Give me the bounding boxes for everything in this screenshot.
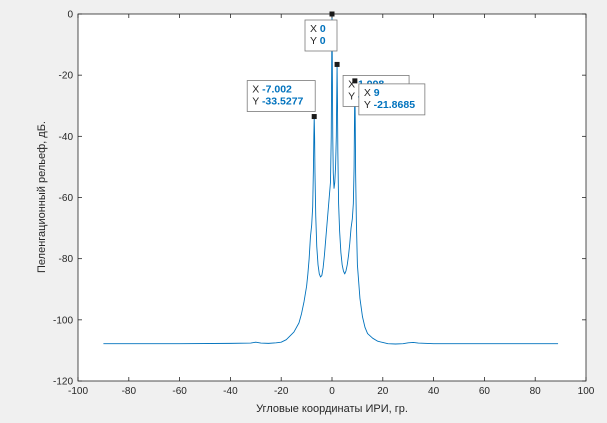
datatip-x: X 0 xyxy=(310,23,326,35)
datatip-value: -21.8685 xyxy=(374,99,416,111)
datatip-value: 9 xyxy=(374,87,380,99)
x-tick-label: 100 xyxy=(578,386,595,397)
datatip-value: -33.5277 xyxy=(262,96,304,108)
y-tick-label: -60 xyxy=(59,193,74,204)
y-tick-label: -120 xyxy=(53,377,73,388)
ticks-layer: -100 -80 -60 -40 -20 0 20 40 60 80 100 0 -20 -40 -60 -8… xyxy=(53,10,595,398)
datatip-x: X 9 xyxy=(364,87,380,99)
x-tick-label: 20 xyxy=(377,386,389,397)
datatip-box xyxy=(304,19,338,52)
datatip[interactable]: X 9Y -21.8685 xyxy=(352,78,426,116)
datatip-value: 0 xyxy=(320,35,326,47)
x-axis-label: Угловые координаты ИРИ, гр. xyxy=(256,403,408,415)
datatip-value: -7.002 xyxy=(262,84,292,96)
x-tick-label: -80 xyxy=(122,386,137,397)
datatip-axis-letter: X xyxy=(364,87,374,99)
datatip-x: X -7.002 xyxy=(252,84,292,96)
y-tick-label: -40 xyxy=(59,132,74,143)
datatip-axis-letter: Y xyxy=(310,35,320,47)
datatip-box xyxy=(246,80,316,112)
y-tick-label: -100 xyxy=(53,315,73,326)
y-axis-label: Пеленгационный рельеф, дБ. xyxy=(36,121,48,273)
datatip-box xyxy=(358,83,426,116)
datatip-marker[interactable] xyxy=(329,11,335,17)
x-tick-label: -60 xyxy=(172,386,187,397)
y-tick-label: -20 xyxy=(59,71,74,82)
x-tick-label: 80 xyxy=(530,386,542,397)
datatip-y: Y 0 xyxy=(310,35,326,47)
datatip-y: Y -33.5277 xyxy=(252,96,303,108)
x-tick-label: 0 xyxy=(329,386,335,397)
x-tick-label: 60 xyxy=(479,386,491,397)
datatip-axis-letter: Y xyxy=(252,96,262,108)
x-tick-label: -20 xyxy=(274,386,289,397)
datatip-axis-letter: X xyxy=(310,23,320,35)
datatip-value: 0 xyxy=(320,23,326,35)
datatip[interactable]: X 0Y 0 xyxy=(304,11,338,52)
y-tick-label: -80 xyxy=(59,254,74,265)
datatip-axis-letter: X xyxy=(348,78,358,90)
datatip-marker[interactable] xyxy=(311,114,317,120)
x-tick-label: 40 xyxy=(428,386,440,397)
x-tick-label: -40 xyxy=(223,386,238,397)
datatip-axis-letter: X xyxy=(252,84,262,96)
datatip-axis-letter: Y xyxy=(364,99,374,111)
y-tick-label: 0 xyxy=(67,10,73,21)
x-tick-label: -100 xyxy=(68,386,88,397)
series-line[interactable] xyxy=(103,13,559,345)
datatip-marker[interactable] xyxy=(352,78,358,84)
series-layer xyxy=(103,13,559,345)
datatip-y: Y -21.8685 xyxy=(364,99,415,111)
datatip-marker[interactable] xyxy=(334,61,340,67)
datatip-axis-letter: Y xyxy=(348,90,358,102)
